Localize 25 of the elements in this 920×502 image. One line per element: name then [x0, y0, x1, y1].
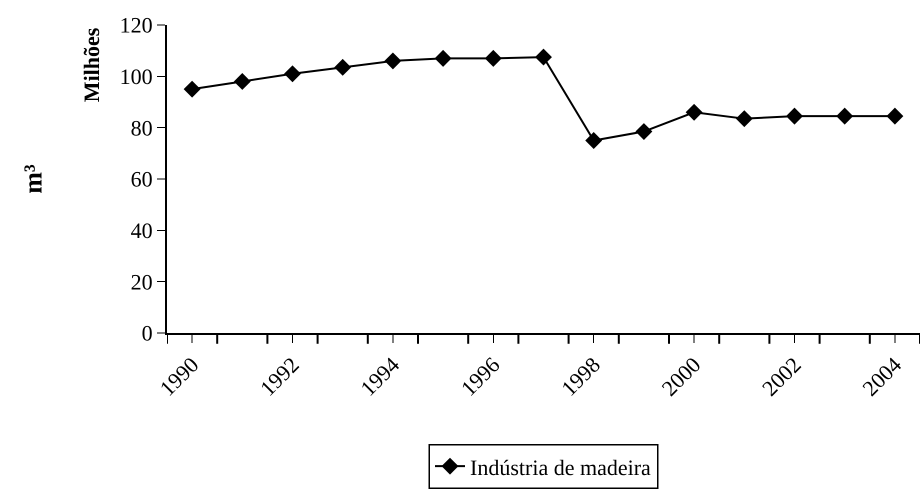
point [334, 58, 352, 76]
point [184, 80, 201, 98]
point [736, 110, 753, 128]
point [484, 50, 502, 67]
y-tick-label: 100 [120, 64, 153, 90]
point [434, 50, 452, 67]
y-tick-label: 0 [142, 320, 153, 346]
legend-label: Indústria de madeira [470, 454, 652, 480]
point [786, 108, 803, 125]
y-tick-label: 80 [130, 115, 153, 140]
y-tick-label: 20 [130, 269, 153, 294]
point [886, 108, 904, 125]
y-tick-label: 120 [120, 12, 153, 38]
point [384, 52, 402, 70]
y-tick-label: 60 [130, 166, 153, 192]
point [284, 65, 301, 82]
point [234, 73, 251, 90]
text: Milhões [79, 27, 104, 102]
point [836, 108, 854, 125]
point [535, 48, 552, 66]
point [686, 104, 703, 121]
point [585, 132, 602, 149]
y-tick-label: 40 [130, 218, 153, 244]
y-axis-title: m³ [18, 164, 48, 194]
point [635, 123, 652, 140]
